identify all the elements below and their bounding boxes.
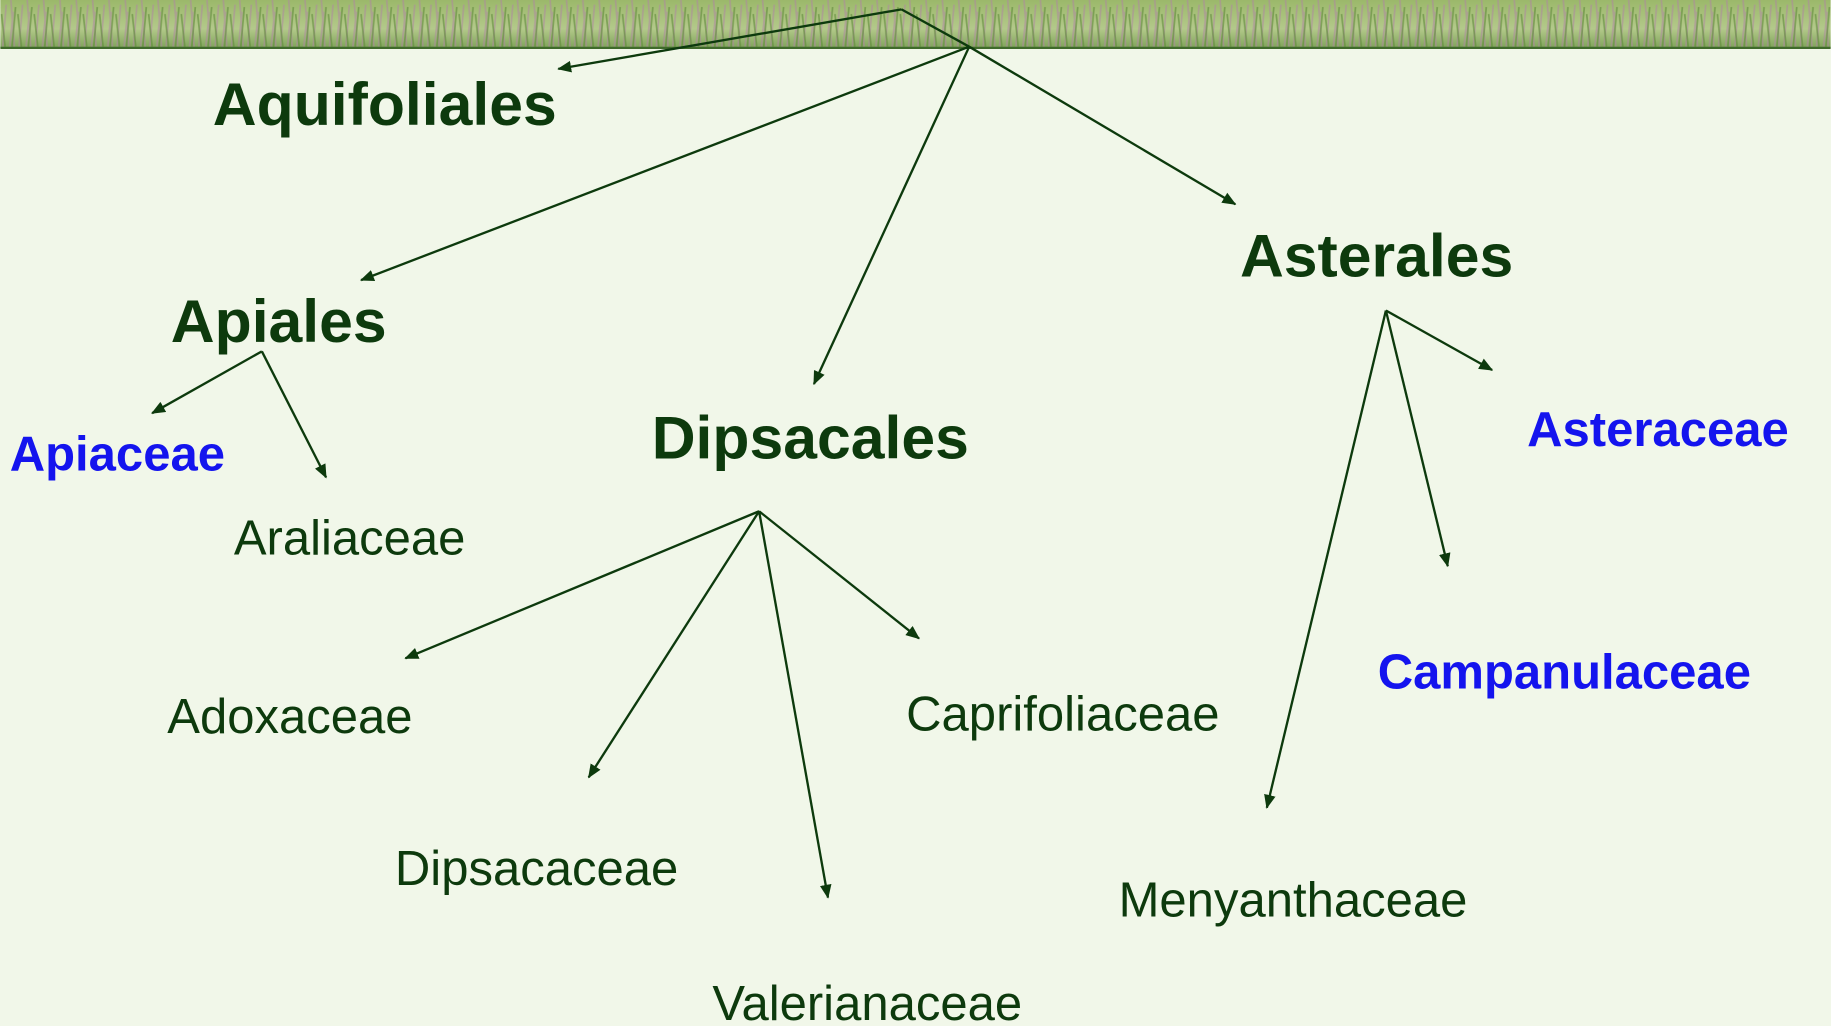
arrow: [759, 511, 828, 897]
family-label-highlight: Asteraceae: [1527, 403, 1789, 457]
family-label: Valerianaceae: [712, 977, 1022, 1026]
family-label: Adoxaceae: [167, 690, 412, 744]
family-label-highlight: Apiaceae: [10, 427, 225, 481]
order-label: Asterales: [1240, 222, 1513, 290]
order-label: Apiales: [171, 287, 387, 355]
family-label: Dipsacaceae: [395, 842, 678, 896]
banner-texture: [0, 0, 1830, 48]
arrow: [759, 511, 919, 638]
family-label-highlight: Campanulaceae: [1378, 646, 1751, 700]
order-label: Aquifoliales: [213, 70, 557, 138]
arrow: [1267, 310, 1386, 807]
order-label: Dipsacales: [652, 404, 969, 472]
arrow: [1386, 310, 1492, 370]
family-label: Araliaceae: [234, 511, 466, 565]
arrow: [969, 47, 1235, 205]
arrow: [262, 351, 326, 477]
arrow: [1386, 310, 1448, 566]
family-label: Menyanthaceae: [1119, 873, 1468, 927]
arrow: [152, 351, 262, 413]
diagram: Aquifoliales Apiales Asterales Dipsacale…: [0, 0, 1831, 1026]
family-label: Caprifoliaceae: [906, 688, 1219, 742]
arrow: [589, 511, 759, 777]
